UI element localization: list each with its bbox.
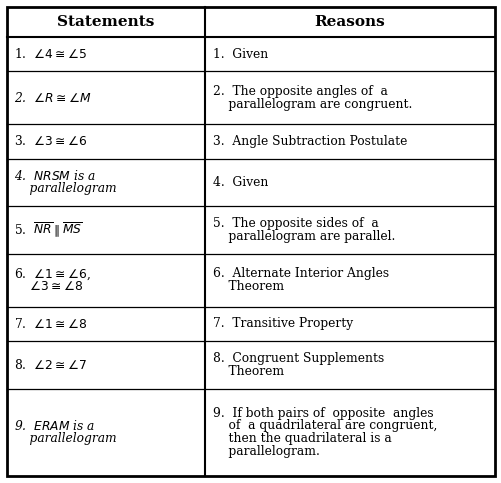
Text: 8.  $\angle 2 \cong \angle 7$: 8. $\angle 2 \cong \angle 7$ [14,358,87,372]
Text: 2.  $\angle R \cong \angle M$: 2. $\angle R \cong \angle M$ [14,91,91,105]
Text: 3.  $\angle 3 \cong \angle 6$: 3. $\angle 3 \cong \angle 6$ [14,134,87,148]
Text: 1.  $\angle 4 \cong \angle 5$: 1. $\angle 4 \cong \angle 5$ [14,47,87,61]
Text: 4.  Given: 4. Given [212,176,268,189]
Text: parallelogram are parallel.: parallelogram are parallel. [212,230,394,243]
Text: Theorem: Theorem [212,280,283,293]
Text: 5.  The opposite sides of  a: 5. The opposite sides of a [212,217,378,230]
Text: 5.  $\overline{NR} \parallel \overline{MS}$: 5. $\overline{NR} \parallel \overline{MS… [14,221,82,240]
Text: Reasons: Reasons [314,15,384,29]
Text: 1.  Given: 1. Given [212,48,268,61]
Text: parallelogram: parallelogram [14,432,116,445]
Text: 6.  Alternate Interior Angles: 6. Alternate Interior Angles [212,268,388,281]
Text: Theorem: Theorem [212,365,283,378]
Text: of  a quadrilateral are congruent,: of a quadrilateral are congruent, [212,419,436,432]
Text: $\angle 3 \cong \angle 8$: $\angle 3 \cong \angle 8$ [14,280,83,293]
Text: 7.  $\angle 1 \cong \angle 8$: 7. $\angle 1 \cong \angle 8$ [14,317,87,331]
Text: 2.  The opposite angles of  a: 2. The opposite angles of a [212,85,387,98]
Text: parallelogram: parallelogram [14,182,116,195]
Text: 9.  $ERAM$ is a: 9. $ERAM$ is a [14,419,95,433]
Text: parallelogram.: parallelogram. [212,445,319,458]
Text: Statements: Statements [57,15,154,29]
Text: 4.  $NRSM$ is a: 4. $NRSM$ is a [14,169,96,183]
Text: 7.  Transitive Property: 7. Transitive Property [212,317,352,330]
Text: parallelogram are congruent.: parallelogram are congruent. [212,98,411,111]
Text: 9.  If both pairs of  opposite  angles: 9. If both pairs of opposite angles [212,407,432,420]
Text: 8.  Congruent Supplements: 8. Congruent Supplements [212,352,383,365]
Text: 3.  Angle Subtraction Postulate: 3. Angle Subtraction Postulate [212,135,406,148]
Text: then the quadrilateral is a: then the quadrilateral is a [212,432,391,445]
Text: 6.  $\angle 1 \cong \angle 6$,: 6. $\angle 1 \cong \angle 6$, [14,266,91,282]
